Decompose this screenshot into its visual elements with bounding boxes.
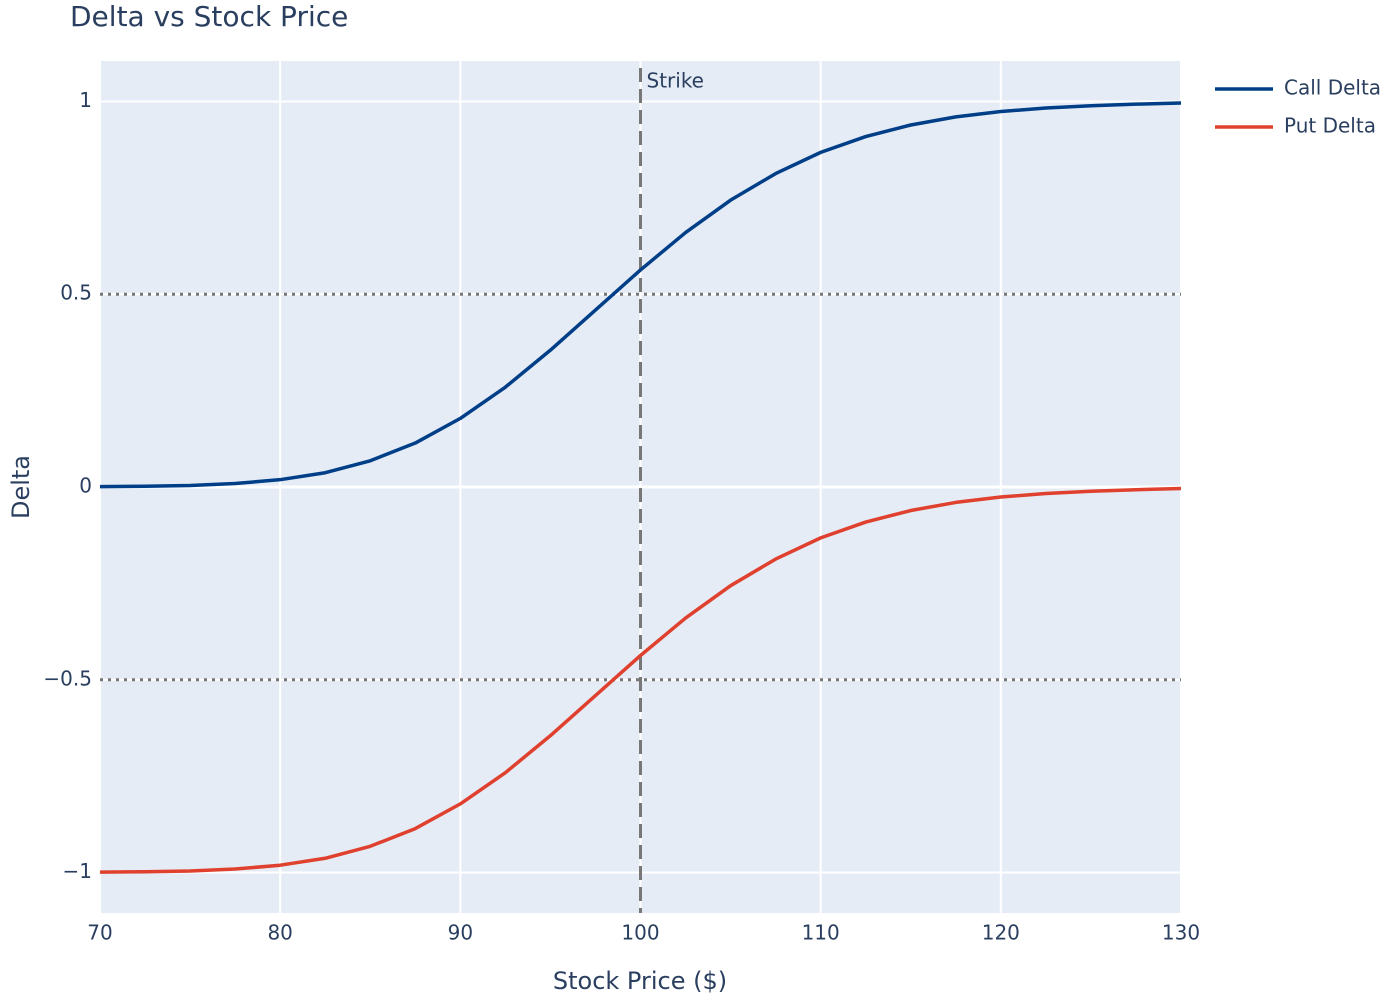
strike-label: Strike — [647, 69, 705, 93]
y-tick-label: 1 — [79, 88, 92, 112]
y-tick-label: 0.5 — [60, 281, 92, 305]
chart-title: Delta vs Stock Price — [70, 0, 348, 33]
y-tick-label: −0.5 — [43, 666, 92, 690]
x-axis-label: Stock Price ($) — [553, 967, 727, 995]
x-tick-label: 120 — [982, 921, 1020, 945]
y-axis-label: Delta — [7, 455, 35, 519]
x-tick-label: 110 — [802, 921, 840, 945]
x-tick-label: 90 — [448, 921, 473, 945]
x-tick-label: 70 — [87, 921, 112, 945]
series-line — [99, 486, 1182, 874]
legend-label: Put Delta — [1284, 114, 1376, 138]
y-tick-label: 0 — [79, 474, 92, 498]
y-tick-label: −1 — [63, 859, 92, 883]
legend-label: Call Delta — [1284, 76, 1381, 100]
x-tick-label: 100 — [621, 921, 659, 945]
x-tick-label: 130 — [1162, 921, 1200, 945]
series-line — [99, 101, 1182, 489]
x-tick-label: 80 — [267, 921, 292, 945]
